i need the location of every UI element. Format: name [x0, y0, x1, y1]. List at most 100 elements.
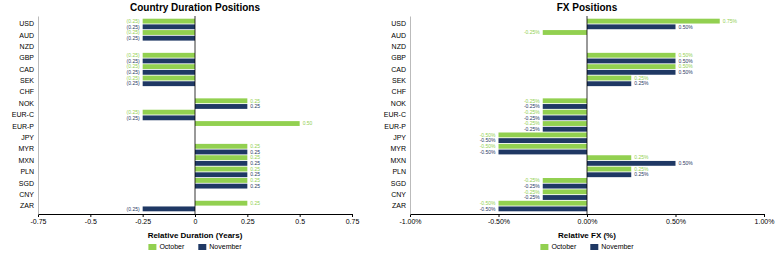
x-tick: -0.5	[85, 214, 97, 225]
x-tick-mark	[352, 214, 353, 217]
x-axis-line	[39, 215, 353, 218]
legend-label: October	[159, 243, 185, 250]
bar	[143, 206, 195, 211]
legend-item: October	[148, 243, 185, 250]
data-label: -0.25%	[524, 194, 540, 200]
bar	[543, 30, 587, 35]
y-tick-label: MXN	[390, 157, 406, 164]
y-tick-label: SEK	[20, 77, 34, 84]
y-tick-label: MXN	[18, 157, 34, 164]
y-tick-label: USD	[19, 20, 34, 27]
legend-swatch	[540, 244, 548, 250]
data-label: (0.25)	[127, 24, 140, 30]
data-label: 0.50%	[679, 69, 694, 75]
x-tick: 0.50%	[666, 214, 686, 225]
x-tick-label: 0.5	[295, 218, 305, 225]
bars	[143, 19, 300, 212]
bar	[543, 115, 587, 120]
bar	[543, 184, 587, 189]
data-label: 0.50%	[679, 160, 694, 166]
bar	[499, 144, 588, 149]
bar	[499, 132, 588, 137]
x-tick-mark	[143, 214, 144, 217]
x-tick: -0.25	[135, 214, 151, 225]
legend: OctoberNovember	[148, 243, 242, 250]
legend-swatch	[198, 244, 206, 250]
bar	[143, 70, 195, 75]
bar	[587, 64, 676, 69]
x-tick-label: 0.00%	[578, 218, 598, 225]
bar	[587, 19, 720, 24]
x-tick-label: -0.5	[85, 218, 97, 225]
data-label: -0.50%	[480, 137, 496, 143]
x-tick-mark	[90, 214, 91, 217]
y-tick-label: CAD	[391, 66, 406, 73]
bar	[543, 98, 587, 103]
x-tick: -0.75	[31, 214, 47, 225]
data-label: (0.25)	[127, 69, 140, 75]
data-label: 0.25	[250, 171, 260, 177]
legend-swatch	[590, 244, 598, 250]
x-tick: 1.00%	[755, 214, 775, 225]
x-tick-label: 0.75	[346, 218, 360, 225]
bar	[543, 104, 587, 109]
data-label: (0.25)	[127, 80, 140, 86]
bar	[543, 189, 587, 194]
y-tick-label: NOK	[391, 100, 407, 107]
x-tick: 0.75	[346, 214, 360, 225]
bar	[543, 127, 587, 132]
bar	[143, 24, 195, 29]
y-tick: CAD	[391, 66, 410, 73]
data-labels: (0.25)(0.25)(0.25)(0.25)(0.25)0.25(0.25)…	[127, 18, 313, 212]
x-axis: -0.75-0.5-0.2500.250.50.75	[31, 214, 360, 225]
bar	[143, 19, 195, 24]
bar	[195, 167, 247, 172]
bar	[143, 30, 195, 35]
y-axis: USDAUDNZDGBPCADSEKCHFNOKEUR-CEUR-PJPYMYR…	[12, 17, 39, 215]
bar	[143, 115, 195, 120]
bar	[143, 110, 195, 115]
bars	[499, 19, 720, 212]
data-label: (0.25)	[127, 206, 140, 212]
y-axis: USDAUDNZDGBPCADSEKCHFNOKEUR-CEUR-PJPYMYR…	[384, 17, 411, 215]
bar	[195, 98, 247, 103]
y-tick: NOK	[391, 100, 410, 107]
y-tick: USD	[19, 20, 38, 27]
bar	[195, 150, 247, 155]
y-tick: MYR	[18, 145, 38, 152]
y-tick-label: GBP	[19, 54, 34, 61]
legend-label: November	[601, 243, 634, 250]
chart-panel: -0.75-0.5-0.2500.250.50.75USDAUDNZDGBPCA…	[12, 2, 360, 250]
y-tick-label: SGD	[19, 180, 34, 187]
x-tick: -1.00%	[399, 214, 421, 225]
bar	[499, 201, 588, 206]
bar	[143, 59, 195, 64]
x-axis: -1.00% -0.50% 0.00% 0.50% 1.00%	[399, 214, 774, 225]
y-tick: MXN	[18, 157, 38, 164]
legend-label: October	[551, 243, 577, 250]
data-label: 0.25%	[634, 80, 649, 86]
y-tick-label: CAD	[19, 66, 34, 73]
data-label: 0.50%	[679, 24, 694, 30]
y-tick: SEK	[392, 77, 410, 84]
data-label: 0.50	[303, 120, 313, 126]
x-tick: -0.50%	[488, 214, 510, 225]
bar	[587, 70, 676, 75]
y-tick: ZAR	[20, 202, 38, 209]
x-tick: 0.00%	[578, 214, 598, 225]
bar	[587, 155, 631, 160]
x-axis-title: Relative FX (%)	[558, 231, 616, 240]
legend-swatch	[148, 244, 156, 250]
y-tick: CHF	[392, 88, 410, 95]
y-tick-label: EUR-C	[12, 111, 34, 118]
data-label: 0.75%	[723, 18, 738, 24]
bar	[587, 172, 631, 177]
x-tick: 0.5	[295, 214, 305, 225]
y-tick: AUD	[19, 32, 38, 39]
bar	[543, 110, 587, 115]
y-axis-line	[38, 17, 39, 215]
x-tick-mark	[499, 214, 500, 217]
bar	[143, 36, 195, 41]
y-tick: CNY	[391, 191, 410, 198]
x-tick-label: 0.25	[241, 218, 255, 225]
